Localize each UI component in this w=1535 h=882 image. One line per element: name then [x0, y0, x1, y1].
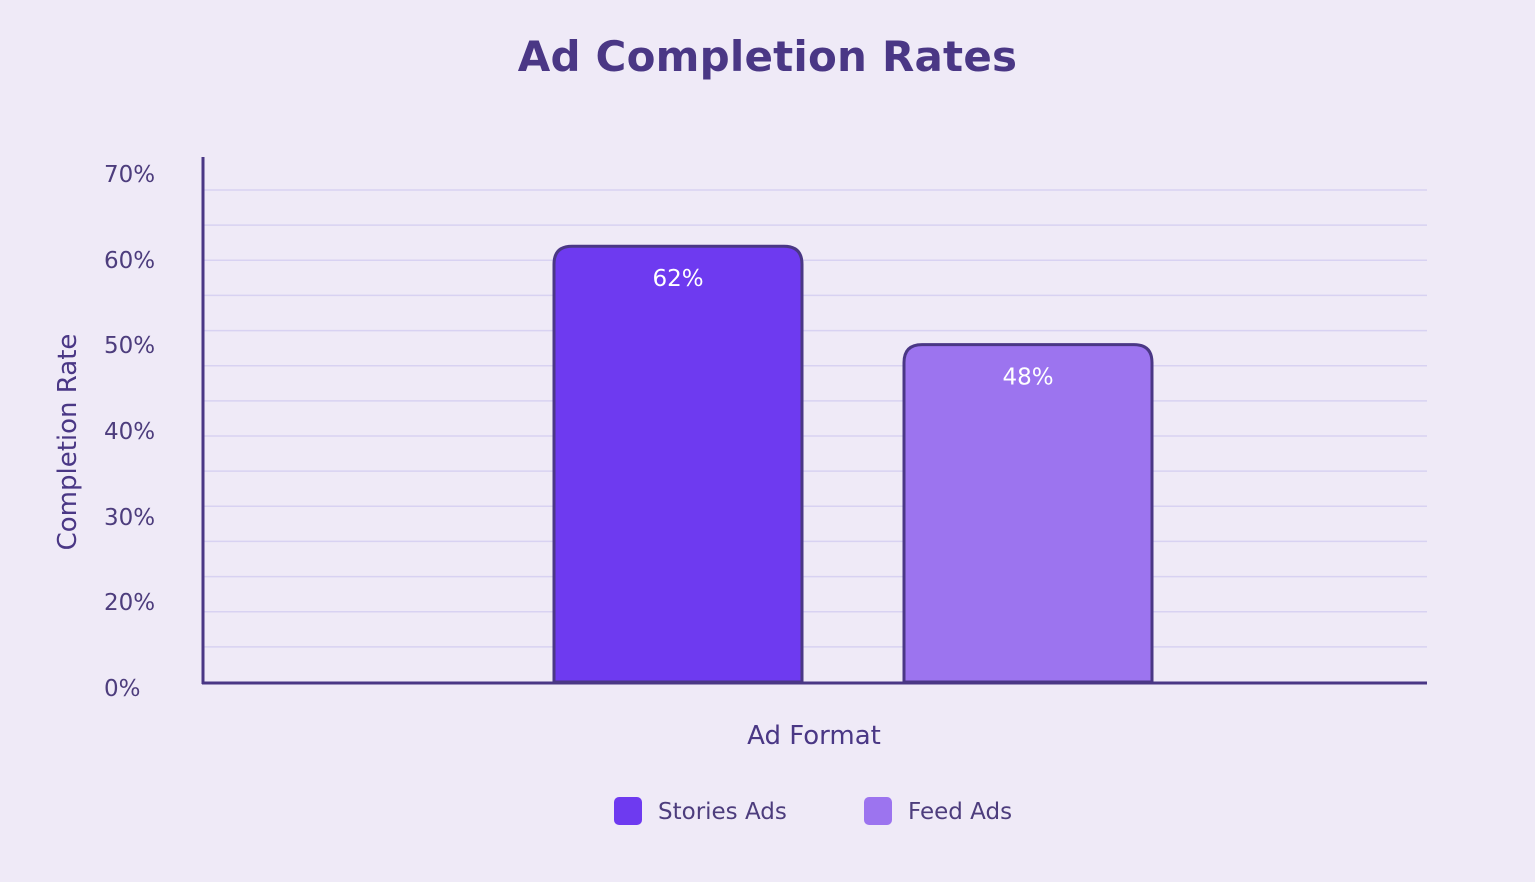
bar-feed-ads: [902, 343, 1154, 684]
chart-title: Ad Completion Rates: [517, 32, 1018, 81]
axes: [201, 157, 1427, 685]
legend: Stories Ads Feed Ads: [614, 797, 1012, 825]
y-axis-title: Completion Rate: [53, 334, 83, 551]
data-label: 48%: [1002, 365, 1053, 391]
y-tick-label: 60%: [104, 248, 155, 274]
y-tick-label: 20%: [104, 590, 155, 616]
legend-label: Stories Ads: [658, 799, 787, 825]
bar-stories-ads: [552, 244, 804, 684]
x-axis-title: Ad Format: [747, 721, 881, 751]
gridlines: [203, 189, 1427, 648]
y-tick-label: 0%: [104, 676, 141, 702]
legend-label: Feed Ads: [908, 799, 1012, 825]
y-tick-label: 40%: [104, 419, 155, 445]
y-axis-ticks: 0% 20% 30% 40% 50% 60% 70%: [104, 162, 155, 702]
y-tick-label: 70%: [104, 162, 155, 188]
data-label: 62%: [652, 266, 703, 292]
legend-swatch: [864, 797, 892, 825]
y-tick-label: 50%: [104, 333, 155, 359]
y-tick-label: 30%: [104, 505, 155, 531]
legend-swatch: [614, 797, 642, 825]
bars: 62% 48%: [552, 244, 1154, 684]
